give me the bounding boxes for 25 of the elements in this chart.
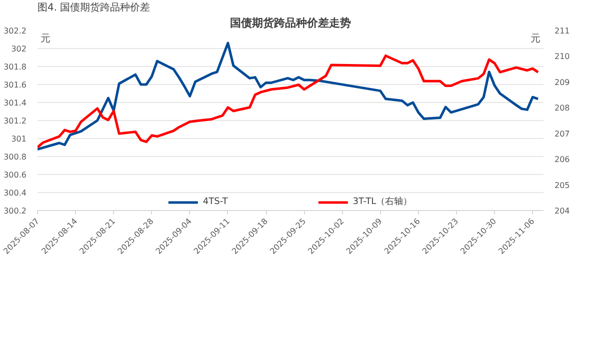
y-tick-label: 302.2 <box>4 26 27 36</box>
y-tick-label: 301.8 <box>4 62 27 72</box>
y2-tick-label: 207 <box>554 129 570 138</box>
y2-tick-label: 211 <box>554 26 570 36</box>
y-tick-label: 300.2 <box>4 206 27 216</box>
y-tick-label: 301.4 <box>4 98 27 108</box>
y-tick-label: 300.8 <box>4 152 27 162</box>
y-tick-label: 302 <box>11 44 27 54</box>
y-tick-label: 300.6 <box>4 170 27 180</box>
legend-label: 3T-TL（右轴） <box>352 196 412 208</box>
y-tick-label: 301.2 <box>4 116 27 126</box>
y-axis-title: 元 <box>40 34 50 44</box>
y2-tick-label: 208 <box>554 104 570 113</box>
caption: 图4. 国债期货跨品种价差 <box>38 2 150 14</box>
y-tick-label: 301.6 <box>4 80 27 90</box>
y2-axis-title: 元 <box>530 34 540 44</box>
y2-tick-label: 210 <box>554 52 570 62</box>
legend-label: 4TS-T <box>202 196 228 208</box>
y2-tick-label: 204 <box>554 206 570 216</box>
y2-tick-label: 205 <box>554 180 570 190</box>
y2-tick-label: 209 <box>554 78 570 87</box>
y-tick-label: 301 <box>11 134 27 144</box>
y2-tick-label: 206 <box>554 155 570 164</box>
chart-title: 国债期货跨品种价差走势 <box>230 16 351 30</box>
y-tick-label: 300.4 <box>4 188 27 198</box>
